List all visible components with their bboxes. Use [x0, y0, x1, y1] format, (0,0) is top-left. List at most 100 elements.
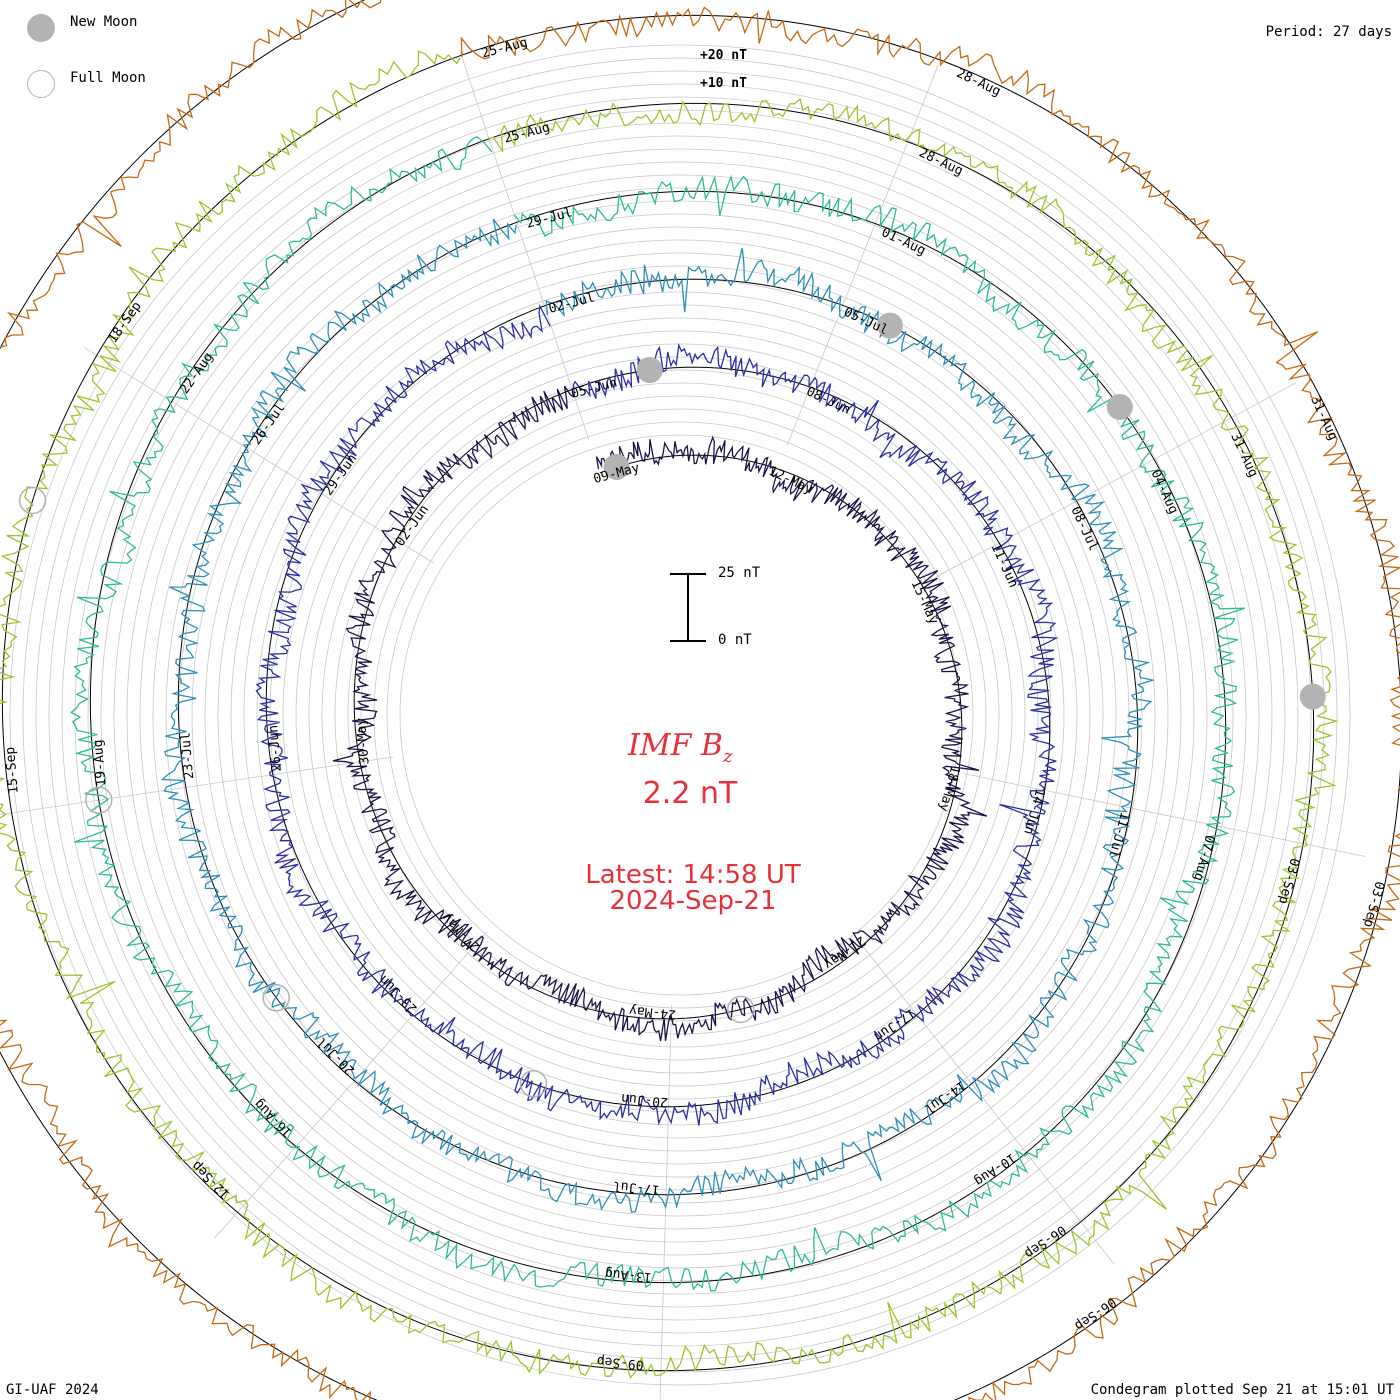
new-moon-marker — [1299, 683, 1326, 710]
grid-ring — [9, 44, 1351, 1386]
center-title: IMF Bz — [628, 728, 732, 767]
full-moon-legend-label: Full Moon — [70, 70, 146, 86]
grid-ring — [35, 70, 1325, 1360]
bz-trace-rotation-4 — [0, 50, 1339, 1379]
date-label: 31-Aug — [1227, 431, 1260, 480]
date-label: 09-Sep — [596, 1353, 644, 1372]
date-label: 13-Aug — [604, 1265, 652, 1284]
date-label: 20-Jun — [621, 1090, 669, 1109]
full-moon-marker — [262, 983, 290, 1012]
new-moon-legend-label: New Moon — [70, 14, 138, 30]
new-moon-marker — [603, 453, 630, 480]
grid-ring — [347, 382, 1013, 1048]
date-label: 15-Sep — [3, 746, 22, 794]
date-label: 31-Aug — [1307, 394, 1340, 443]
scale-bar-top-label: 25 nT — [718, 565, 761, 581]
date-label: 03-Sep — [1275, 856, 1302, 905]
date-label: 24-May — [628, 1002, 676, 1021]
grid-ring — [295, 330, 1065, 1100]
day-spoke — [0, 756, 394, 816]
grid-ring — [399, 434, 961, 996]
center-value: 2.2 nT — [642, 776, 738, 811]
grid-ring — [61, 96, 1299, 1334]
bz-trace-rotation-3 — [70, 135, 1245, 1292]
date-label: 28-Aug — [916, 145, 965, 179]
grid-ring — [48, 83, 1312, 1347]
date-label: 26-Jul — [249, 401, 288, 448]
grid-ring — [113, 148, 1247, 1282]
date-label: 29-Jun — [321, 452, 360, 499]
moon-markers — [18, 312, 1326, 1098]
footer-plotted: Condegram plotted Sep 21 at 15:01 UT — [1090, 1382, 1394, 1398]
grid-ring — [386, 421, 974, 1009]
date-label: 07-Aug — [1190, 833, 1217, 882]
day-spoke — [963, 773, 1366, 857]
grid-ring — [165, 200, 1195, 1230]
day-spoke — [214, 931, 488, 1239]
grid-ring — [152, 187, 1208, 1243]
grid-ring — [334, 369, 1026, 1061]
full-moon-legend-icon — [27, 70, 55, 98]
date-label: 22-Aug — [177, 350, 216, 397]
date-label: 05-Jun — [570, 376, 619, 402]
scale-bar-bottom-label: 0 nT — [718, 632, 752, 648]
grid-ring — [360, 395, 1000, 1035]
grid-ring — [308, 343, 1052, 1087]
date-label: 03-Sep — [1360, 880, 1387, 929]
full-moon-marker — [85, 786, 113, 814]
grid-ring — [191, 226, 1169, 1204]
day-spoke — [859, 942, 1115, 1265]
date-label: 02-Jul — [547, 290, 596, 316]
new-moon-marker — [1106, 394, 1133, 421]
full-moon-marker — [519, 1069, 548, 1098]
grid-ring — [321, 356, 1039, 1074]
full-moon-marker — [727, 995, 755, 1024]
latest-time: Latest: 14:58 UT — [585, 860, 801, 890]
center-title-sub: z — [722, 746, 733, 767]
day-spoke — [83, 347, 434, 564]
bz-trace-rotation-1 — [255, 304, 1059, 1126]
new-moon-marker — [636, 357, 663, 384]
grid-ring — [178, 213, 1182, 1217]
new-moon-marker — [876, 312, 903, 339]
grid-ring — [87, 122, 1273, 1308]
period-label: Period: 27 days — [1265, 24, 1392, 40]
grid-ring — [256, 291, 1104, 1139]
bz-trace-rotation-2 — [160, 218, 1156, 1213]
grid-ring — [217, 252, 1143, 1178]
date-label: 28-Aug — [954, 66, 1003, 100]
ring-scale-plus20: +20 nT — [700, 48, 747, 63]
grid-ring — [373, 408, 987, 1022]
date-labels: 09-May 12-May15-May18-May21-May24-May27-M… — [3, 35, 1387, 1372]
ring-scale-plus10: +10 nT — [700, 76, 747, 91]
day-spoke — [459, 50, 590, 440]
new-moon-legend-icon — [27, 14, 55, 42]
day-spoke — [659, 1004, 672, 1400]
grid-ring — [126, 161, 1234, 1269]
grid-ring — [269, 304, 1091, 1126]
date-label: 23-Jul — [178, 732, 197, 780]
day-spoke — [935, 382, 1297, 578]
date-label: 19-Aug — [91, 739, 110, 787]
date-label: 05-Jul — [841, 305, 890, 339]
date-label: 17-Jul — [612, 1178, 660, 1197]
center-title-main: IMF B — [628, 728, 723, 763]
day-spokes — [0, 50, 1366, 1400]
date-label: 11-Jun — [988, 541, 1021, 590]
scale-bar — [670, 573, 706, 642]
date-label: 30-May — [354, 717, 373, 765]
footer-credit: GI-UAF 2024 — [6, 1382, 99, 1398]
date-label: 25-Aug — [480, 35, 529, 61]
date-label: 26-Jun — [266, 724, 285, 772]
date-label: 04-Aug — [1147, 468, 1180, 517]
grid-ring — [100, 135, 1260, 1295]
date-label: 12-Sep — [189, 1157, 233, 1201]
bz-trace-rotation-0 — [332, 385, 988, 1042]
grid-ring — [74, 109, 1286, 1321]
date-label: 02-Jun — [393, 502, 432, 549]
grid-ring — [243, 278, 1117, 1152]
